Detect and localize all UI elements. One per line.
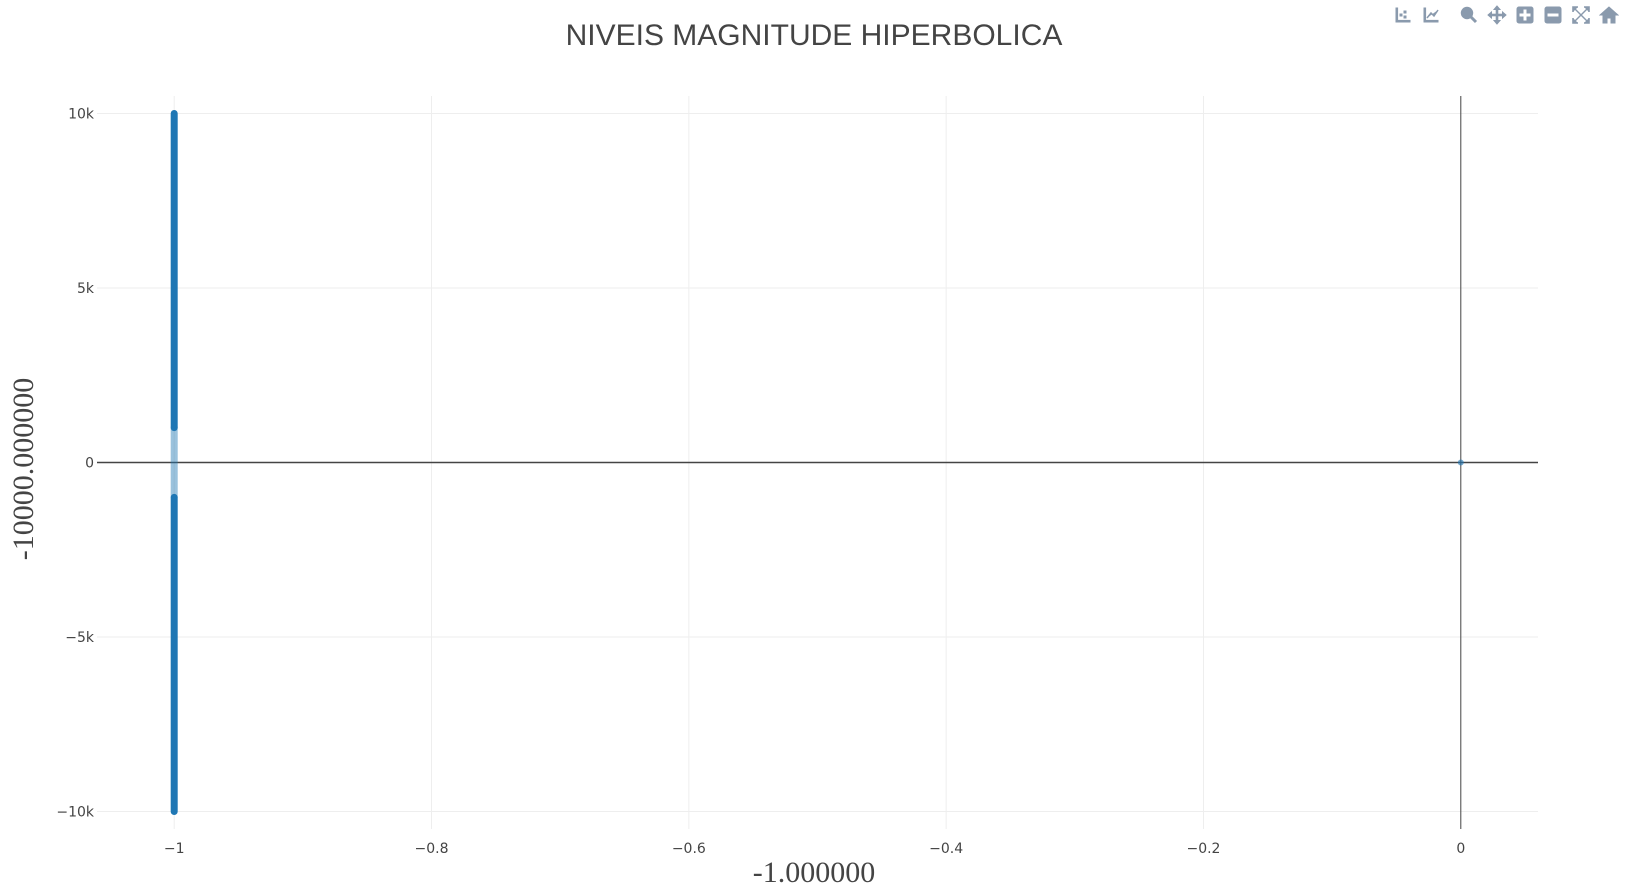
y-axis-label: -10000.000000 <box>7 378 40 561</box>
zoom-icon <box>1460 6 1478 24</box>
compare-hover-button[interactable] <box>1390 2 1416 28</box>
y-tick-label: −10k <box>56 805 95 821</box>
zoom-out-button[interactable] <box>1540 2 1566 28</box>
zoom-button[interactable] <box>1456 2 1482 28</box>
pan-button[interactable] <box>1484 2 1510 28</box>
data-point[interactable] <box>1457 459 1464 466</box>
x-tick-label: −0.6 <box>672 841 706 857</box>
x-axis-ticks: −1 −0.8 −0.6 −0.4 −0.2 0 <box>164 841 1465 857</box>
plot-area[interactable] <box>170 109 1464 816</box>
x-tick-label: −1 <box>164 841 185 857</box>
x-tick-label: −0.2 <box>1186 841 1220 857</box>
reset-axes-icon <box>1599 6 1619 24</box>
x-tick-label: −0.4 <box>929 841 963 857</box>
autoscale-icon <box>1572 6 1590 24</box>
zero-lines <box>97 96 1538 829</box>
zoom-in-button[interactable] <box>1512 2 1538 28</box>
y-axis-ticks: 10k 5k 0 −5k −10k <box>56 106 95 820</box>
modebar-group-hover <box>1390 2 1444 28</box>
modebar-group-zoom <box>1456 2 1622 28</box>
y-tick-label: 0 <box>85 456 94 472</box>
y-tick-label: −5k <box>65 630 95 646</box>
zoom-in-icon <box>1516 6 1534 24</box>
x-axis-label: -1.000000 <box>753 856 876 889</box>
compare-hover-icon <box>1395 7 1411 23</box>
x-tick-label: −0.8 <box>415 841 449 857</box>
closest-hover-icon <box>1423 7 1439 23</box>
chart-title: NIVEIS MAGNITUDE HIPERBOLICA <box>566 19 1063 52</box>
zoom-out-icon <box>1544 6 1562 24</box>
modebar <box>1382 2 1622 28</box>
y-tick-label: 5k <box>77 281 95 297</box>
x-tick-label: 0 <box>1456 841 1465 857</box>
pan-icon <box>1487 5 1507 25</box>
y-tick-label: 10k <box>68 106 95 122</box>
autoscale-button[interactable] <box>1568 2 1594 28</box>
closest-hover-button[interactable] <box>1418 2 1444 28</box>
reset-axes-button[interactable] <box>1596 2 1622 28</box>
